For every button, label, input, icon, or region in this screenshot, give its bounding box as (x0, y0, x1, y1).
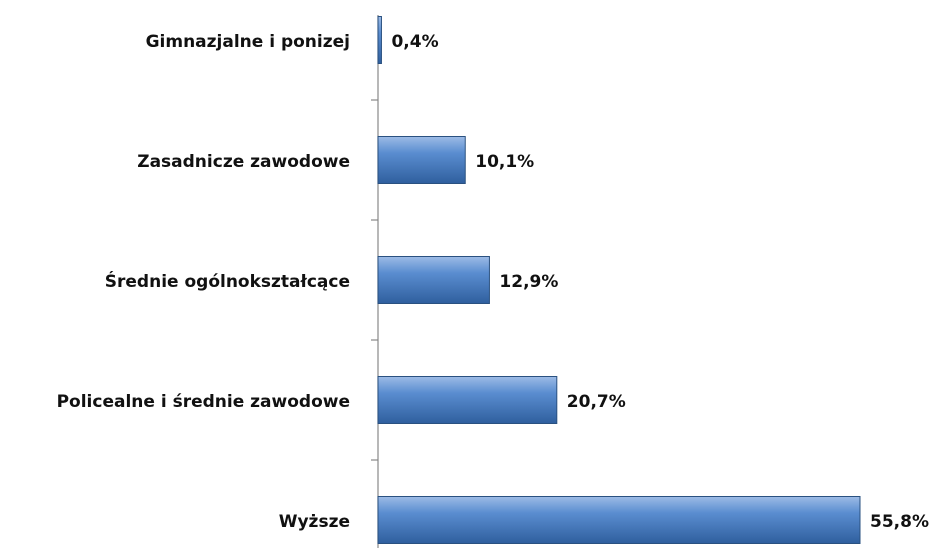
value-label: 0,4% (391, 32, 438, 52)
category-label: Wyższe (279, 512, 350, 532)
category-label: Zasadnicze zawodowe (137, 152, 350, 172)
bar (377, 376, 558, 424)
category-label: Średnie ogólnokształcące (105, 270, 350, 292)
value-label: 55,8% (870, 512, 929, 532)
category-label: Gimnazjalne i ponizej (146, 32, 350, 52)
bar (377, 496, 861, 544)
bar (377, 256, 490, 304)
bar (377, 16, 382, 64)
category-label: Policealne i średnie zawodowe (57, 392, 350, 412)
value-label: 20,7% (567, 392, 626, 412)
bar (377, 136, 466, 184)
value-label: 12,9% (499, 272, 558, 292)
value-label: 10,1% (475, 152, 534, 172)
